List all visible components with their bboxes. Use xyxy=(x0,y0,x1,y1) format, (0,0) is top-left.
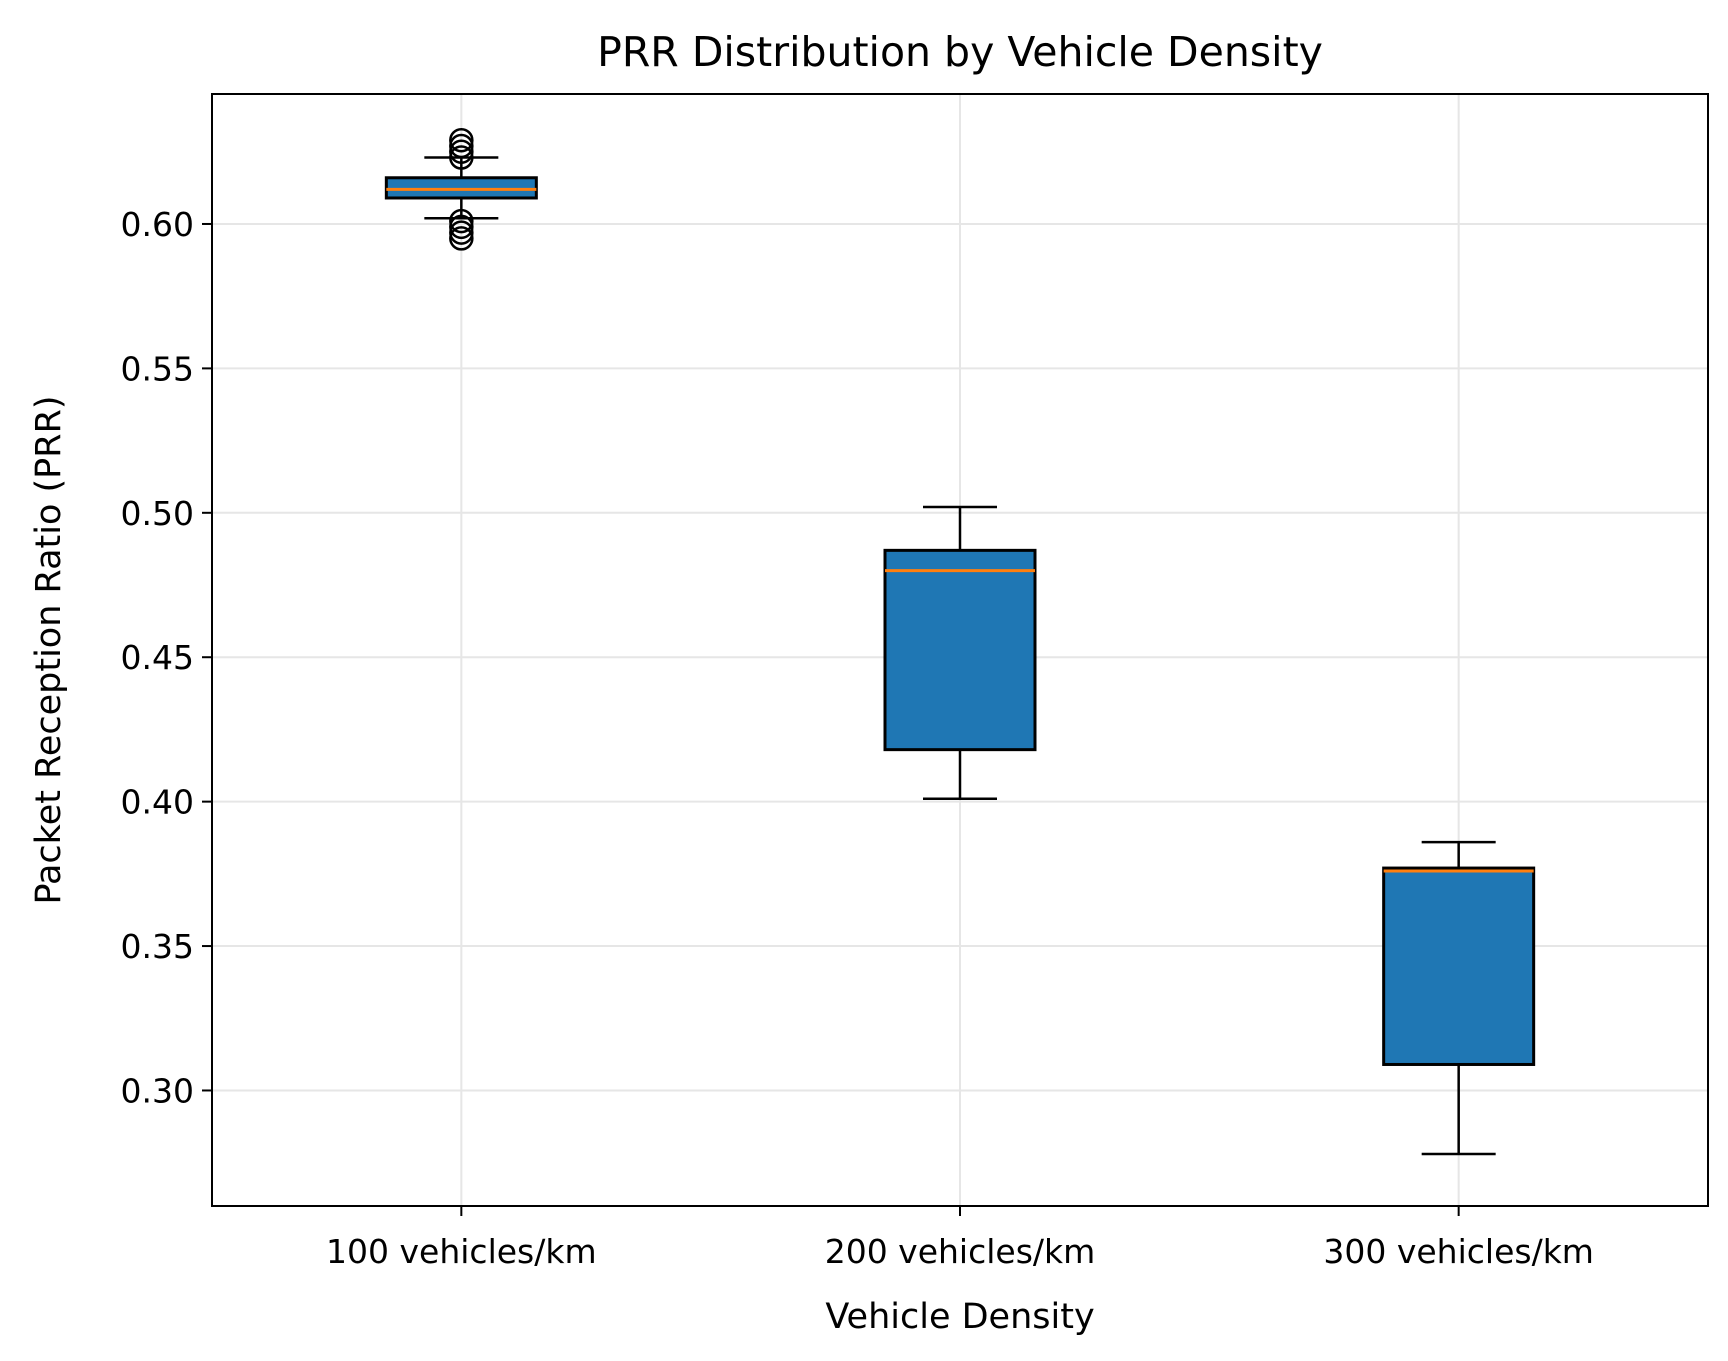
y-tick-label: 0.35 xyxy=(121,927,194,966)
outlier-point xyxy=(449,145,474,170)
box-group xyxy=(384,127,538,251)
x-tick-label: 200 vehicles/km xyxy=(825,1232,1096,1271)
x-tick-label: 300 vehicles/km xyxy=(1323,1232,1594,1271)
y-tick-label: 0.60 xyxy=(121,205,194,244)
box-group xyxy=(1382,840,1536,1156)
iqr-box xyxy=(883,548,1037,752)
outlier-point xyxy=(449,226,474,251)
outlier-point xyxy=(449,220,474,245)
outlier-point xyxy=(449,133,474,159)
y-tick-label: 0.30 xyxy=(121,1071,194,1110)
y-axis-label: Packet Reception Ratio (PRR) xyxy=(29,395,69,904)
outlier-point xyxy=(449,214,474,240)
iqr-box xyxy=(1382,866,1536,1066)
y-tick-label: 0.45 xyxy=(121,638,194,677)
marks-layer xyxy=(384,127,1536,1156)
outlier-point xyxy=(449,127,474,153)
plot-frame xyxy=(211,93,1709,1207)
x-tick-label: 100 vehicles/km xyxy=(326,1232,597,1271)
y-tick-label: 0.40 xyxy=(121,783,194,822)
y-tick-label: 0.50 xyxy=(121,494,194,533)
y-tick-label: 0.55 xyxy=(121,349,194,388)
chart-title: PRR Distribution by Vehicle Density xyxy=(597,28,1323,76)
outlier-point xyxy=(449,208,474,234)
ticks-layer: 0.30 0.35 0.40 0.45 0.50 0.55 0.60 100 vehicles… xyxy=(121,205,1594,1271)
x-axis-label: Vehicle Density xyxy=(825,1297,1094,1337)
outlier-point xyxy=(449,139,474,165)
box-group xyxy=(883,505,1037,800)
